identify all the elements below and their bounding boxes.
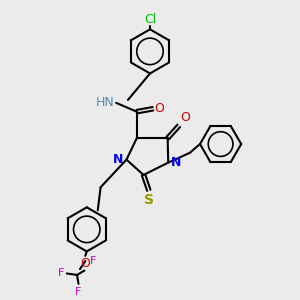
- Text: O: O: [154, 102, 164, 115]
- Text: N: N: [112, 153, 123, 166]
- Text: F: F: [57, 268, 64, 278]
- Text: O: O: [180, 111, 190, 124]
- Text: N: N: [171, 156, 182, 169]
- Text: S: S: [144, 193, 154, 207]
- Text: F: F: [90, 256, 97, 266]
- Text: O: O: [80, 257, 90, 270]
- Text: HN: HN: [96, 96, 115, 110]
- Text: F: F: [75, 287, 82, 297]
- Text: Cl: Cl: [144, 14, 156, 26]
